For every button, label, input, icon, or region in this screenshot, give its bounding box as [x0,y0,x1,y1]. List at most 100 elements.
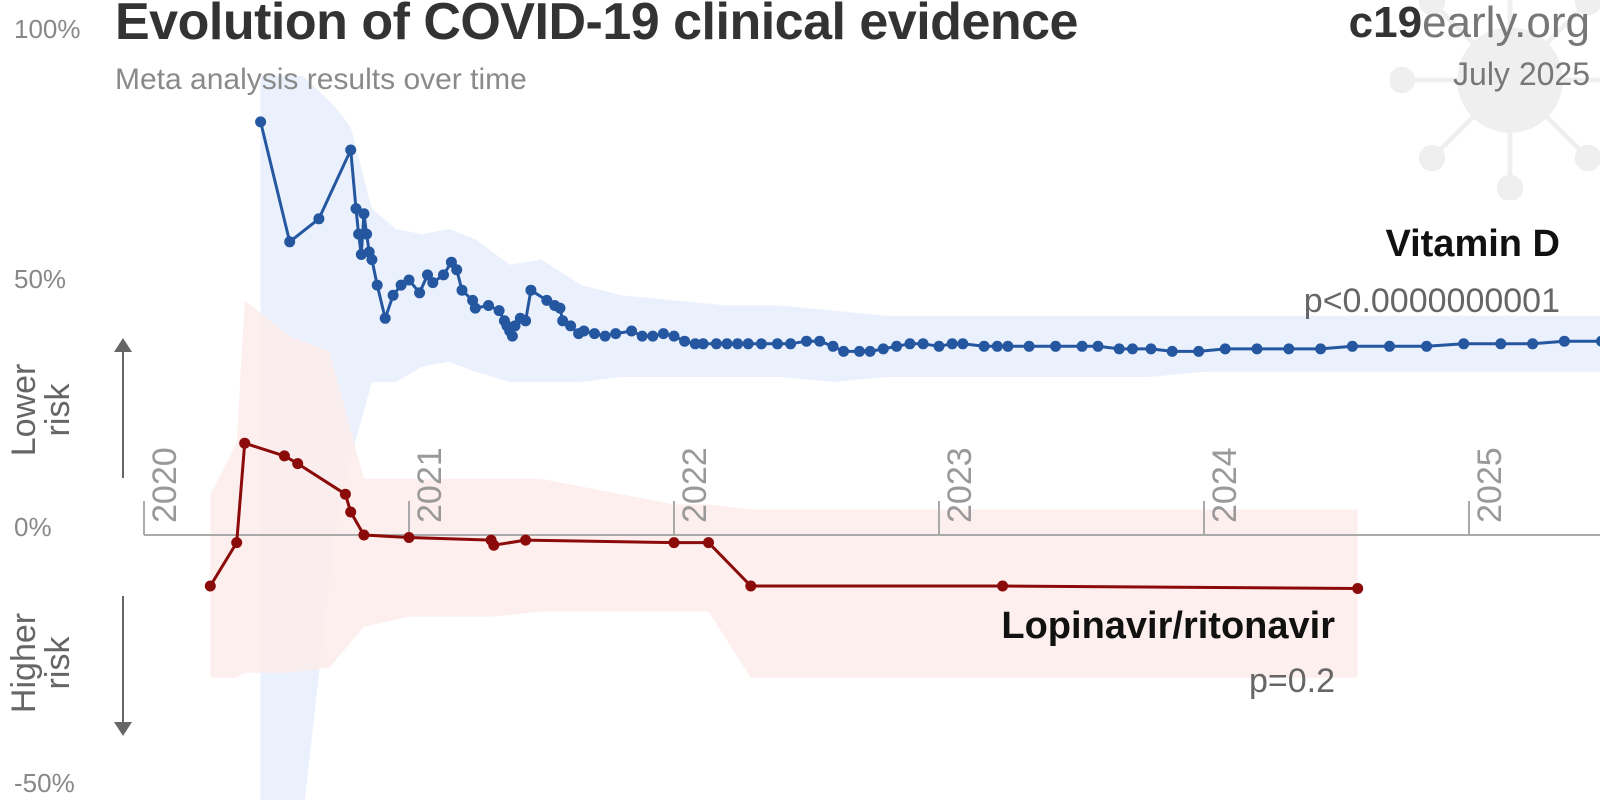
chart-subtitle: Meta analysis results over time [115,63,527,96]
data-point [284,236,296,248]
series-points [204,116,1600,594]
down-arrow-icon [114,722,132,736]
data-point [854,345,865,357]
data-point [451,264,463,276]
data-point [387,289,399,301]
data-point [292,458,304,470]
y-tick-label: -50% [14,768,75,798]
data-point [917,338,929,350]
x-tick-label: 2022 [676,447,714,523]
data-point [493,305,505,317]
virus-icon [1390,0,1600,200]
data-point [1023,340,1035,352]
data-point [525,284,537,296]
data-point [668,537,680,549]
data-point [877,343,889,355]
data-point [933,340,945,352]
lower-risk-label-line: Lower [5,364,43,457]
data-point [578,325,590,337]
brand-logo[interactable]: c19early.org [1349,0,1590,48]
data-point [239,437,251,449]
data-point [541,294,553,306]
up-arrow-icon [114,338,132,352]
x-tick-label: 2025 [1471,447,1509,523]
data-point [350,203,362,215]
data-point [636,330,648,342]
x-tick-label: 2023 [941,447,979,523]
data-point [1346,340,1358,352]
data-point [814,335,826,347]
data-point [345,506,357,518]
data-point [742,338,754,350]
data-point [403,274,415,286]
data-point [864,345,876,357]
data-point [371,279,383,291]
data-point [557,315,569,327]
brand-rest: early.org [1422,0,1590,47]
series-pvalue-lopinavir: p=0.2 [1248,662,1335,700]
data-point [483,300,494,311]
data-point [755,338,767,350]
data-point [403,532,415,543]
data-point [657,328,669,340]
data-point [339,488,351,500]
data-point [565,320,577,332]
data-point [488,539,500,551]
x-tick-label: 2021 [411,447,449,523]
data-point [1002,340,1014,352]
data-point [771,338,783,350]
data-point [997,580,1009,592]
data-point [1166,345,1178,357]
data-point [1421,340,1433,352]
data-point [1113,343,1125,355]
data-point [1127,343,1138,355]
data-point [1596,335,1600,347]
data-point [353,228,365,240]
data-point [1384,340,1395,352]
data-point [1315,343,1327,355]
data-point [838,345,850,357]
data-point [554,302,566,314]
data-point [1092,340,1104,352]
confidence-bands [210,76,1600,800]
higher-risk-label-line: risk [39,636,77,690]
data-point [991,340,1003,352]
lower-risk-label-line: risk [39,383,77,437]
data-point [1219,343,1231,355]
data-point [506,330,518,342]
data-point [345,144,357,156]
higher-risk-label: Higherrisk [5,613,77,713]
data-point [422,269,433,281]
data-point [1251,343,1263,355]
data-point [745,580,757,592]
data-point [904,338,916,350]
higher-risk-label-line: Higher [5,613,43,713]
data-point [1145,343,1157,355]
data-point [946,338,958,350]
series-label-lopinavir: Lopinavir/ritonavir [1001,605,1335,647]
data-point [589,328,600,340]
data-point [414,287,426,299]
data-point [647,330,659,342]
confidence-band-1 [210,300,1358,678]
data-point [697,338,709,350]
data-point [1076,340,1088,352]
data-point [427,277,439,289]
data-point [710,338,722,350]
brand-bold: c19 [1348,0,1423,47]
data-point [599,330,611,342]
data-point [785,338,797,350]
data-point [1458,338,1470,350]
data-point [978,340,990,352]
x-tick-label: 2020 [146,447,184,523]
data-point [732,338,744,350]
data-point [1558,335,1570,347]
data-point [469,302,481,314]
chart-title: Evolution of COVID-19 clinical evidence [115,0,1078,51]
y-tick-label: 0% [14,512,52,542]
series-pvalue-vitamin-d: p<0.0000000001 [1303,282,1560,320]
report-date: July 2025 [1453,56,1590,92]
data-point [1193,345,1205,357]
series-label-vitamin-d: Vitamin D [1385,223,1560,265]
data-point [1527,338,1539,350]
